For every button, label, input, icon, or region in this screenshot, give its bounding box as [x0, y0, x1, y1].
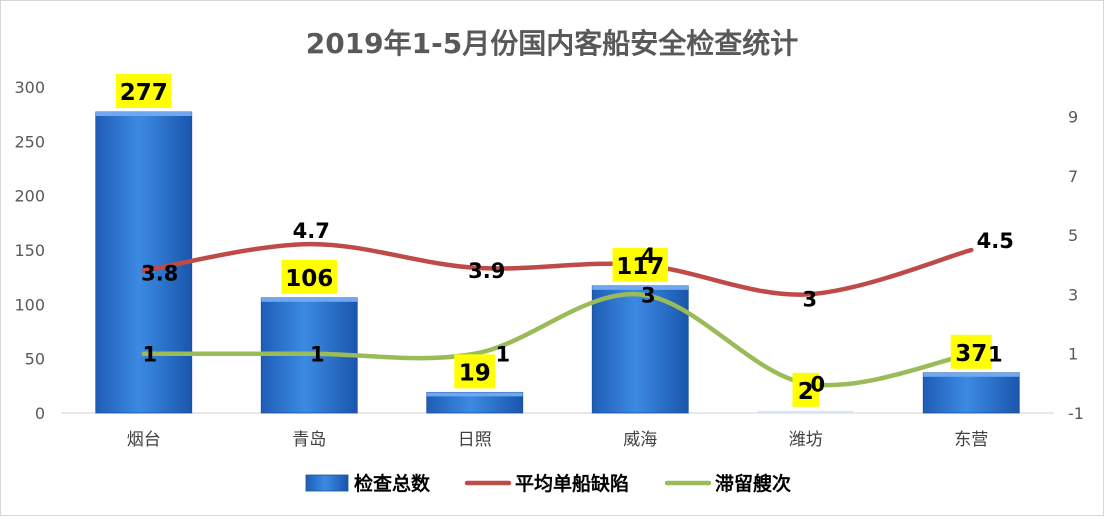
y-left-tick-label: 300	[14, 78, 45, 97]
line-data-label: 1	[310, 343, 325, 367]
y-left-tick-label: 250	[14, 132, 45, 151]
series-line	[141, 292, 974, 388]
y-right-tick-label: -1	[1068, 404, 1084, 423]
bar-top-highlight	[426, 392, 523, 397]
y-right-tick-label: 5	[1068, 226, 1078, 245]
y-left-tick-label: 50	[25, 350, 45, 369]
legend-label: 滞留艘次	[715, 472, 791, 495]
line-data-label: 3.8	[141, 262, 178, 286]
category-label: 东营	[954, 430, 988, 450]
line-data-label: 1	[495, 343, 510, 367]
legend-label: 平均单船缺陷	[515, 472, 629, 495]
y-right-tick-label: 3	[1068, 285, 1078, 304]
category-label: 青岛	[292, 430, 326, 450]
line-data-label: 3.9	[468, 259, 505, 283]
bar	[922, 372, 1020, 414]
bar	[591, 285, 689, 414]
right-axis-ticks: -1 1 3 5 7 9	[1068, 108, 1084, 423]
legend-swatch-bar	[305, 474, 349, 492]
bar-top-highlight	[923, 372, 1020, 377]
chart-title: 2019年1-5月份国内客船安全检查统计	[306, 27, 799, 60]
y-left-tick-label: 100	[14, 295, 45, 314]
bar-label-highlight	[281, 259, 337, 294]
line-data-label: 3	[641, 283, 656, 307]
line-data-label: 1	[988, 343, 1003, 367]
bar-data-label: 117	[616, 254, 664, 280]
bar-top-highlight	[261, 297, 358, 302]
category-label: 烟台	[127, 430, 161, 450]
y-left-tick-label: 200	[14, 187, 45, 206]
line-data-label: 3	[802, 287, 817, 311]
bar-label-highlight	[612, 247, 668, 282]
y-left-tick-label: 0	[35, 404, 45, 423]
legend-label: 检查总数	[354, 472, 431, 495]
y-right-tick-label: 7	[1068, 167, 1078, 186]
bar-top-highlight	[95, 111, 192, 116]
line-data-label: 4	[641, 244, 656, 268]
bar-data-label: 277	[120, 80, 168, 106]
bar	[757, 410, 854, 413]
left-axis-ticks: 0 50 100 150 200 250 300	[14, 78, 45, 423]
category-label: 威海	[623, 430, 657, 450]
line-data-label: 0	[810, 372, 825, 396]
bar-data-labels: 277 106 19 117 2 37	[116, 73, 992, 407]
line-data-label: 4.5	[977, 229, 1014, 253]
bar-label-highlight	[454, 354, 496, 389]
line-data-label: 4.7	[293, 219, 330, 243]
y-left-tick-label: 150	[14, 241, 45, 260]
y-right-tick-label: 1	[1068, 345, 1078, 364]
line-data-label: 1	[142, 343, 157, 367]
bar-label-highlight	[792, 372, 819, 407]
category-labels: 烟台 青岛 日照 威海 潍坊 东营	[127, 430, 989, 450]
bar-label-highlight	[950, 334, 992, 369]
series-line	[141, 241, 974, 297]
bar-data-label: 37	[955, 341, 987, 367]
line-data-labels: 3.8 4.7 3.9 4 3 4.5 1 1 1 3 0 1	[141, 219, 1014, 396]
bar-data-label: 19	[459, 360, 491, 386]
bar-top-highlight	[592, 285, 689, 290]
category-label: 日照	[458, 430, 492, 450]
line-series	[141, 241, 974, 388]
bar-data-label: 2	[798, 379, 814, 405]
legend: 检查总数 平均单船缺陷 滞留艘次	[305, 472, 791, 495]
bar-label-highlight	[116, 73, 172, 108]
bar-series	[95, 111, 1020, 414]
category-label: 潍坊	[789, 430, 823, 450]
y-right-tick-label: 9	[1068, 108, 1078, 127]
bar-data-label: 106	[285, 266, 333, 292]
